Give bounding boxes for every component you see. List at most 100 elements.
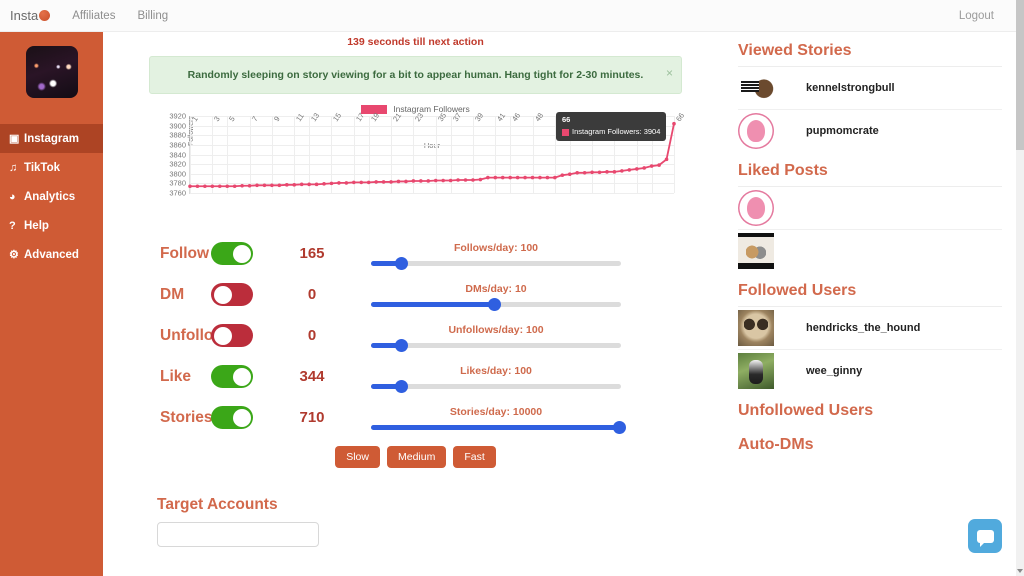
slider-thumb[interactable] [395,338,408,352]
action-row: Follow 165 Follows/day: 100 [103,233,728,274]
chat-widget-button[interactable] [968,519,1002,553]
chart-y-tick: 3820 [169,159,186,169]
targets-section: Target Accounts Target Hashtags x # dogs [103,64,1024,576]
slider-track[interactable] [371,420,626,434]
sidebar-item-help[interactable]: ? Help [0,211,103,240]
toggle-knob [232,408,251,427]
speed-buttons: Slow Medium Fast [103,446,728,468]
slider-track[interactable] [371,256,621,270]
chart-vgridline [636,116,638,193]
list-item-avatar [738,310,774,346]
nav-link-billing[interactable]: Billing [137,9,169,22]
slider-label: Unfollows/day: 100 [448,323,544,336]
scroll-down-arrow-icon[interactable] [1017,569,1023,573]
list-item[interactable]: pupmomcrate [738,110,1002,152]
left-sidebar: ▣ Instagram ♫ TikTok ◕ Analytics ? Help … [0,32,103,576]
chart-legend: Instagram Followers [149,102,682,116]
chart-vgridline [569,116,571,193]
sidebar-item-instagram[interactable]: ▣ Instagram [0,124,103,153]
slider-thumb[interactable] [487,297,501,311]
logout-link[interactable]: Logout [958,9,994,22]
target-accounts-input[interactable] [157,522,319,547]
chart-vgridline [532,116,534,193]
sidebar-item-label: Instagram [24,132,79,145]
followers-chart: Instagram Followers Followers Hour 3760 3… [149,102,686,217]
toggle-unfollow[interactable] [211,324,253,347]
action-row-label: DM [160,285,185,303]
toggle-dm[interactable] [211,283,253,306]
right-panel-section-title: Followed Users [738,282,857,299]
list-item[interactable]: kennelstrongbull [738,67,1002,110]
slider-fill [371,424,619,430]
chart-tooltip-title: 66 [562,115,571,124]
list-item-avatar [738,190,774,226]
avatar[interactable] [25,46,78,98]
list-item[interactable]: wee_ginny [738,350,1002,392]
sidebar-item-label: Help [24,219,49,232]
action-row-count: 0 [307,327,317,344]
slider-thumb[interactable] [395,379,408,393]
chat-bubble-icon [976,529,994,547]
sidebar-item-analytics[interactable]: ◕ Analytics [0,182,103,211]
chart-vgridline [391,116,393,193]
chart-vgridline [309,116,311,193]
slider-label: Stories/day: 10000 [449,405,543,418]
slider-track[interactable] [371,379,621,393]
slider-cell: Stories/day: 10000 [371,405,626,434]
chart-vgridline [212,116,214,193]
toggle-knob [232,367,251,386]
action-row-count: 165 [299,245,325,262]
sidebar-item-advanced[interactable]: ⚙ Advanced [0,240,103,269]
chart-gridline [190,183,674,185]
sidebar-item-label: TikTok [24,161,60,174]
slider-fill [371,383,401,389]
speed-button-slow[interactable]: Slow [335,446,380,468]
legend-label: Instagram Followers [393,104,470,114]
chart-series-instagram-followers [188,121,676,189]
chart-y-tick: 3860 [169,140,186,150]
sidebar-item-tiktok[interactable]: ♫ TikTok [0,153,103,182]
toggle-knob [213,285,232,304]
slider-fill [371,301,494,307]
list-item[interactable]: hendricks_the_hound [738,307,1002,350]
close-icon[interactable]: × [665,66,673,80]
slider-thumb[interactable] [612,420,626,434]
list-item-label: hendricks_the_hound [806,322,921,334]
right-panel-list: kennelstrongbull pupmomcrate [738,66,1002,152]
page-scrollbar[interactable] [1016,0,1024,576]
list-item[interactable] [738,187,1002,230]
list-item-avatar [738,113,774,149]
list-item-label: wee_ginny [806,365,863,377]
slider-track[interactable] [371,338,621,352]
list-item-avatar [738,70,774,106]
nav-link-affiliates[interactable]: Affiliates [72,9,116,22]
slider-cell: DMs/day: 10 [371,283,621,311]
right-panel: Viewed Stories kennelstrongbull pupmomcrat… [728,32,1016,576]
target-accounts-column: Target Accounts [157,496,369,547]
slider-track[interactable] [371,297,621,311]
gears-icon: ⚙ [9,249,19,261]
toggle-follow[interactable] [211,242,253,265]
toggle-stories[interactable] [211,406,253,429]
music-note-icon: ♫ [9,161,18,174]
action-row-label: Like [160,367,192,385]
action-row: Unfollow 0 Unfollows/day: 100 [103,315,728,356]
chart-plot-area: Followers Hour 3760 3780 3800 3820 3840 3860 3… [169,111,686,197]
chart-tooltip-value: Instagram Followers: 3904 [572,126,661,136]
slider-fill [371,260,401,266]
chart-vgridline [190,116,191,193]
list-item-avatar [738,233,774,269]
status-alert: Randomly sleeping on story viewing for a… [149,56,682,94]
toggle-like[interactable] [211,365,253,388]
slider-thumb[interactable] [395,256,408,270]
chart-tooltip-row: Instagram Followers: 3904 [562,127,660,138]
speed-button-medium[interactable]: Medium [386,446,447,468]
speed-button-fast[interactable]: Fast [453,446,496,468]
action-row-count: 710 [299,409,325,426]
list-item[interactable] [738,230,1002,272]
chart-vgridline [294,116,296,193]
action-row: Like 344 Likes/day: 100 [103,356,728,397]
main-content: 139 seconds till next action Randomly sl… [103,32,1024,576]
page-scrollbar-thumb[interactable] [1016,0,1024,150]
brand-logo[interactable]: Insta [10,8,51,23]
